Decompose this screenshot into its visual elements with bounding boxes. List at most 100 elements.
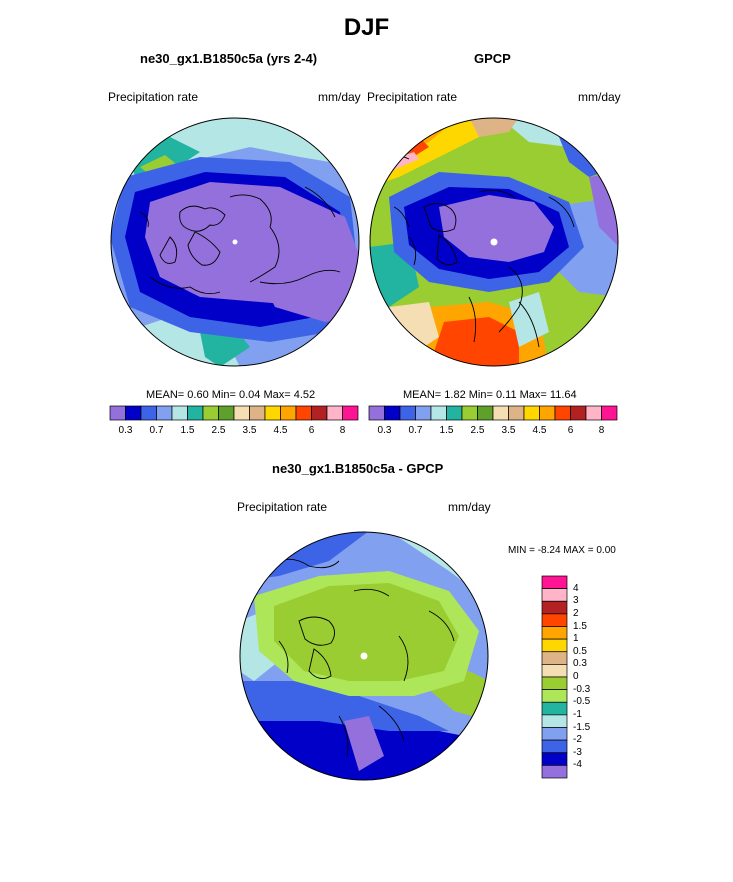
panel2-colorbar-ticks: 0.3 0.7 1.5 2.5 3.5 4.5 6 8 bbox=[369, 425, 617, 439]
colorbar-swatch bbox=[541, 651, 568, 665]
colorbar-swatch bbox=[541, 714, 568, 728]
colorbar-tick-label: 2.5 bbox=[211, 425, 226, 436]
colorbar-tick-label: 4.5 bbox=[273, 425, 288, 436]
colorbar-tick-label: -4 bbox=[573, 759, 582, 771]
panel2-colorbar bbox=[368, 405, 618, 421]
panel1-min-value: 0.04 bbox=[238, 389, 261, 401]
colorbar-swatch bbox=[541, 575, 568, 589]
colorbar-swatch bbox=[187, 405, 204, 421]
panel1-max-label: Max= bbox=[263, 389, 291, 401]
colorbar-swatch bbox=[601, 405, 618, 421]
colorbar-swatch bbox=[311, 405, 328, 421]
colorbar-swatch bbox=[109, 405, 126, 421]
colorbar-swatch bbox=[461, 405, 478, 421]
colorbar-swatch bbox=[523, 405, 540, 421]
panel3-colorbar-ticks: 4 3 2 1.5 1 0.5 0.3 0 -0.3 -0.5 -1 -1.5 -2 -3 -4 bbox=[573, 576, 613, 778]
contour-blue-south bbox=[240, 681, 449, 731]
colorbar-swatch bbox=[446, 405, 463, 421]
colorbar-swatch bbox=[541, 689, 568, 703]
colorbar-tick-label: -0.3 bbox=[573, 683, 591, 695]
coastlines bbox=[378, 154, 575, 348]
panel1-mean-value: 0.60 bbox=[187, 389, 209, 401]
colorbar-tick-label: 4.5 bbox=[532, 425, 547, 436]
colorbar-swatch bbox=[541, 626, 568, 640]
colorbar-swatch bbox=[233, 405, 250, 421]
colorbar-tick-label: 0.3 bbox=[118, 425, 133, 436]
map-border bbox=[369, 117, 619, 367]
colorbar-swatch bbox=[218, 405, 235, 421]
contour-tan-north bbox=[469, 118, 519, 137]
colorbar-swatch bbox=[541, 765, 568, 779]
colorbar-tick-label: -2 bbox=[573, 734, 582, 746]
colorbar-tick-label: 8 bbox=[339, 425, 346, 436]
panel3-polar-map bbox=[239, 531, 489, 781]
panel3-title: ne30_gx1.B1850c5a - GPCP bbox=[272, 461, 444, 476]
map-border bbox=[110, 117, 360, 367]
colorbar-tick-label: 0.3 bbox=[377, 425, 392, 436]
colorbar-swatch bbox=[125, 405, 142, 421]
colorbar-swatch bbox=[368, 405, 385, 421]
panel2-polar-map bbox=[369, 117, 619, 367]
north-pole-marker bbox=[232, 239, 238, 245]
page-title: DJF bbox=[343, 14, 390, 41]
panel1-mean-label: MEAN= bbox=[146, 389, 185, 401]
panel2-title: GPCP bbox=[474, 51, 511, 66]
colorbar-swatch bbox=[264, 405, 281, 421]
colorbar-tick-label: 1 bbox=[573, 633, 579, 645]
coastlines bbox=[139, 186, 341, 295]
panel1-min-label: Min= bbox=[211, 389, 236, 401]
colorbar-tick-label: 3 bbox=[573, 595, 579, 607]
colorbar-tick-label: 0.5 bbox=[573, 645, 587, 657]
coastlines bbox=[278, 558, 455, 757]
colorbar-swatch bbox=[541, 701, 568, 716]
panel2-min-value: 0.11 bbox=[495, 389, 517, 401]
panel1-left-label: Precipitation rate bbox=[108, 90, 199, 104]
colorbar-swatch bbox=[326, 405, 343, 421]
colorbar-tick-label: 2.5 bbox=[470, 425, 485, 436]
panel2-mean-value: 1.82 bbox=[444, 389, 466, 401]
panel1-stats: MEAN= 0.60 Min= 0.04 Max= 4.52 bbox=[146, 389, 315, 401]
colorbar-swatch bbox=[171, 405, 188, 421]
colorbar-tick-label: 0 bbox=[573, 671, 579, 682]
colorbar-swatch bbox=[541, 613, 568, 627]
panel1-title: ne30_gx1.B1850c5a (yrs 2-4) bbox=[140, 51, 318, 66]
north-pole-marker bbox=[490, 238, 498, 246]
colorbar-swatch bbox=[430, 405, 447, 421]
contour-green-core bbox=[274, 583, 459, 681]
colorbar-swatch bbox=[585, 405, 602, 421]
panel1-units-label: mm/day bbox=[318, 90, 361, 104]
panel2-left-label: Precipitation rate bbox=[367, 90, 458, 104]
colorbar-tick-label: 1.5 bbox=[439, 425, 454, 436]
panel2-mean-label: MEAN= bbox=[403, 389, 442, 401]
panel3-min-max: MIN = -8.24 MAX = 0.00 bbox=[508, 545, 616, 556]
colorbar-tick-label: 2 bbox=[573, 607, 579, 619]
panel3-left-label: Precipitation rate bbox=[237, 500, 328, 514]
colorbar-tick-label: 6 bbox=[567, 425, 574, 436]
colorbar-tick-label: 8 bbox=[598, 425, 605, 436]
panel2-max-value: 11.64 bbox=[549, 389, 577, 401]
contour-pale-south bbox=[509, 292, 549, 347]
colorbar-swatch bbox=[508, 405, 525, 421]
colorbar-swatch bbox=[342, 405, 359, 421]
panel2-max-label: Max= bbox=[519, 389, 547, 401]
colorbar-tick-label: 1.5 bbox=[573, 620, 587, 632]
colorbar-swatch bbox=[295, 405, 312, 421]
map-border bbox=[239, 531, 489, 781]
colorbar-tick-label: 4 bbox=[573, 582, 579, 594]
colorbar-tick-label: 1.5 bbox=[180, 425, 195, 436]
contour-purple-south bbox=[344, 716, 384, 771]
colorbar-tick-label: -1.5 bbox=[573, 721, 591, 733]
colorbar-tick-label: 3.5 bbox=[242, 425, 257, 436]
colorbar-swatch bbox=[541, 752, 568, 766]
colorbar-swatch bbox=[539, 405, 556, 421]
contour-purple-core bbox=[439, 195, 554, 262]
colorbar-tick-label: -3 bbox=[573, 746, 582, 758]
colorbar-swatch bbox=[477, 405, 494, 421]
colorbar-swatch bbox=[541, 664, 568, 678]
colorbar-swatch bbox=[140, 405, 157, 421]
panel3-colorbar bbox=[541, 575, 568, 779]
colorbar-tick-label: 0.7 bbox=[149, 425, 164, 436]
colorbar-swatch bbox=[541, 600, 568, 615]
colorbar-tick-label: 3.5 bbox=[501, 425, 516, 436]
contour-wheat-sw bbox=[389, 302, 439, 357]
